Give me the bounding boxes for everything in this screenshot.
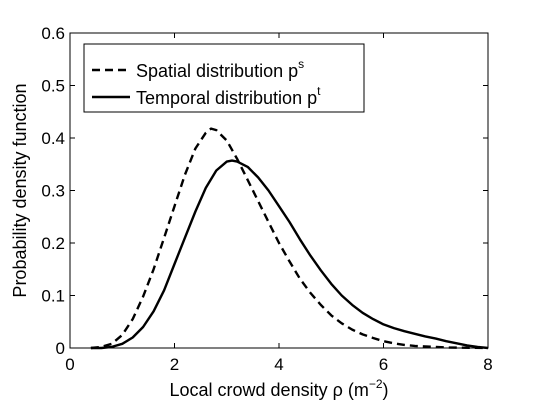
legend-entry-temporal: Temporal distribution pt bbox=[136, 84, 321, 108]
y-tick-label: 0.4 bbox=[41, 129, 65, 148]
axes-frame bbox=[69, 32, 489, 349]
legend-entry-spatial: Spatial distribution ps bbox=[136, 57, 304, 81]
x-tick-label: 6 bbox=[379, 355, 388, 374]
y-tick-label: 0.1 bbox=[41, 287, 65, 306]
series-line-temporal bbox=[90, 159, 489, 350]
x-axis-label: Local crowd density ρ (m−2) bbox=[170, 377, 389, 400]
legend-box bbox=[83, 43, 365, 113]
legend: Spatial distribution ps Temporal distrib… bbox=[83, 43, 365, 113]
y-tick-label: 0.6 bbox=[41, 24, 65, 43]
y-tick-label: 0.5 bbox=[41, 77, 65, 96]
y-tick-label: 0.2 bbox=[41, 234, 65, 253]
x-tick-label: 0 bbox=[65, 355, 74, 374]
plot-layer bbox=[90, 127, 489, 350]
x-tick-label: 4 bbox=[274, 355, 283, 374]
x-tick-label: 8 bbox=[483, 355, 492, 374]
y-tick-label: 0.3 bbox=[41, 182, 65, 201]
y-axis-label: Probability density function bbox=[10, 83, 30, 297]
series-line-spatial bbox=[90, 127, 489, 350]
x-tick-label: 2 bbox=[170, 355, 179, 374]
y-tick-label: 0 bbox=[56, 339, 65, 358]
